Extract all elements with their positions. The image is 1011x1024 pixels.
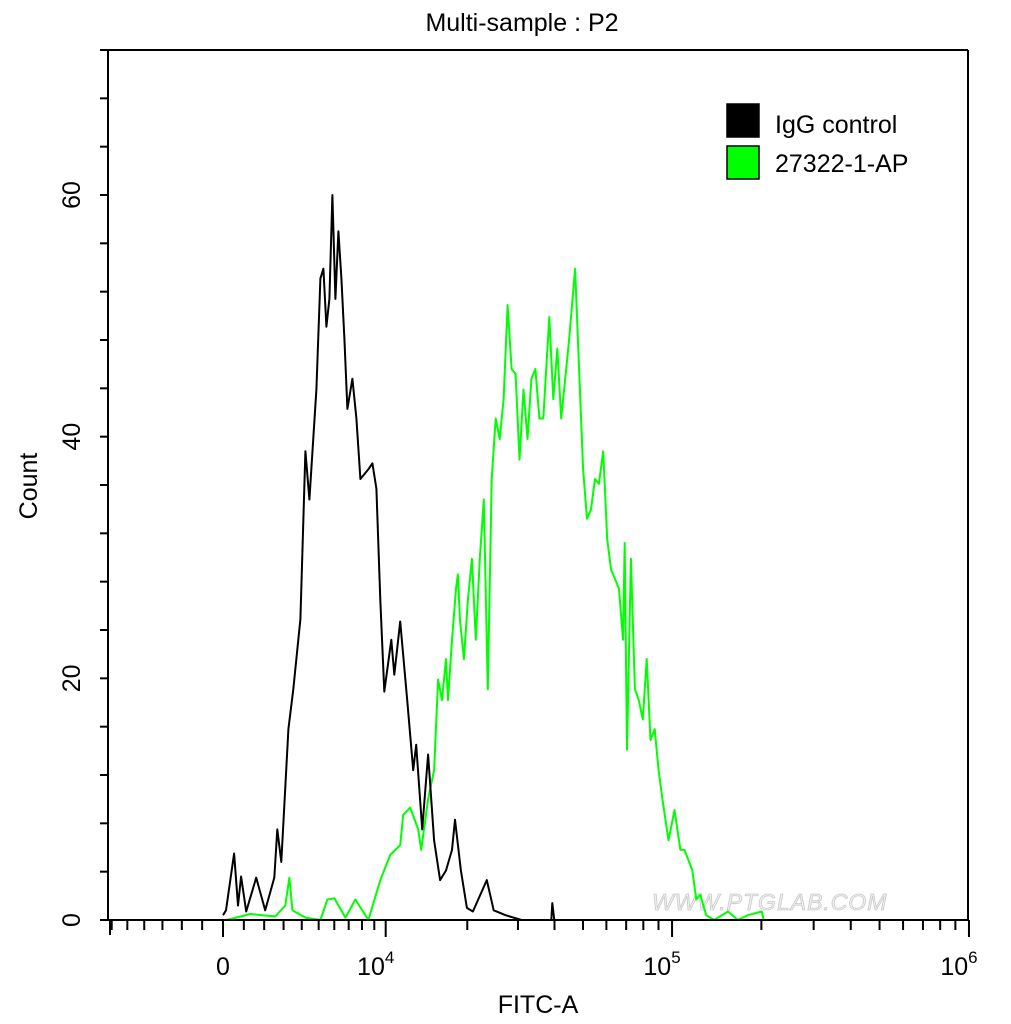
x-tick-label: 106 bbox=[940, 948, 977, 981]
x-tick-label-exponent: 6 bbox=[968, 948, 977, 967]
x-tick-label: 105 bbox=[643, 948, 680, 981]
x-tick-label-base: 10 bbox=[643, 953, 671, 981]
legend: IgG control 27322-1-AP bbox=[726, 103, 908, 180]
y-tick-label: 20 bbox=[58, 664, 86, 692]
series-line-27322-1-ap bbox=[225, 267, 765, 921]
chart-title: Multi-sample : P2 bbox=[425, 9, 618, 37]
x-tick-label-base: 10 bbox=[940, 953, 968, 981]
y-tick-label: 60 bbox=[58, 181, 86, 209]
x-tick-label: 104 bbox=[357, 948, 394, 981]
y-axis-ticks: 0 20 40 60 bbox=[58, 49, 108, 927]
legend-item-27322-1-ap: 27322-1-AP bbox=[726, 145, 908, 180]
x-tick-label-base: 10 bbox=[357, 953, 385, 981]
x-axis-ticks: 0 104 105 106 bbox=[109, 920, 978, 981]
x-tick-label: 0 bbox=[216, 953, 230, 981]
x-tick-label-exponent: 4 bbox=[385, 948, 394, 967]
x-axis-label: FITC-A bbox=[498, 991, 579, 1019]
y-tick-label: 40 bbox=[58, 423, 86, 451]
legend-swatch-27322-1-ap bbox=[726, 145, 760, 180]
legend-item-igg-control: IgG control bbox=[726, 103, 897, 139]
plot-frame bbox=[107, 49, 969, 921]
y-axis-label: Count bbox=[15, 453, 43, 520]
legend-label-igg-control: IgG control bbox=[775, 111, 897, 139]
y-tick-label: 0 bbox=[58, 913, 86, 927]
x-tick-label-exponent: 5 bbox=[671, 948, 680, 967]
legend-label-27322-1-ap: 27322-1-AP bbox=[775, 150, 908, 178]
watermark: WWW.PTGLAB.COM bbox=[652, 889, 887, 915]
series-line-igg-control bbox=[222, 194, 556, 921]
legend-swatch-igg-control bbox=[726, 103, 760, 138]
x-tick-label-base: 0 bbox=[216, 953, 230, 981]
series-layer bbox=[222, 194, 765, 921]
